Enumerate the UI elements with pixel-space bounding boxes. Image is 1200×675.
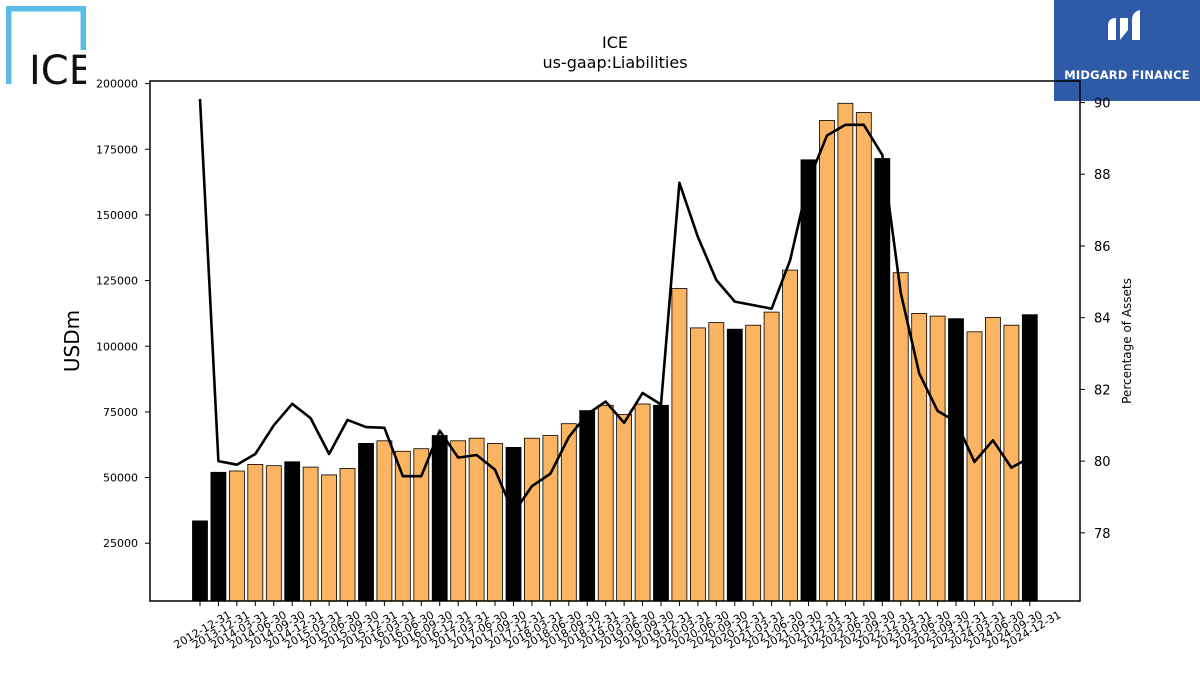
bar-2016-03-31 [376,440,393,602]
bar-2022-12-31 [874,158,891,602]
bar-2022-09-30 [855,112,872,602]
y2-tick-label: 80 [1094,455,1111,470]
chart-title: ICE [602,33,628,52]
x-axis-ticks: 2012-12-312013-12-312014-03-312014-06-30… [172,601,1063,652]
y-tick-label: 100000 [96,340,138,353]
left-axis-ticks: 25000 50000 75000 100000 125000 150000 175000 2… [96,78,150,550]
bar-2016-12-31 [431,435,448,602]
bar-2023-12-31 [948,318,964,602]
y2-axis-label: Percentage of Assets [1120,278,1134,404]
y2-tick-label: 78 [1094,527,1111,542]
right-axis-ticks: 78 80 82 84 86 88 90 [1080,97,1111,542]
bar-2014-03-31 [228,470,245,602]
bar-2015-09-30 [339,467,356,602]
y-tick-label: 150000 [96,209,138,222]
y-tick-label: 25000 [103,537,138,550]
percentage-line [198,98,1031,515]
bar-2018-12-31 [579,410,596,602]
midgard-finance-logo: MIDGARD FINANCE [1054,0,1200,101]
y-tick-label: 50000 [103,472,138,485]
bar-2018-06-30 [542,435,559,602]
midgard-finance-logo-text: MIDGARD FINANCE [1064,68,1190,82]
bar-2023-03-31 [892,272,909,602]
y2-tick-label: 88 [1094,168,1111,183]
bar-2021-06-30 [763,311,780,602]
bar-2020-06-30 [690,327,706,602]
bar-2024-09-30 [1003,324,1020,602]
bar-2013-12-31 [210,471,227,602]
bar-2012-12-31 [192,520,208,602]
y2-tick-label: 82 [1094,383,1111,398]
y-tick-label: 175000 [96,143,138,156]
bar-series [192,102,1038,602]
y-axis-label: USDm [60,310,84,372]
bar-2019-03-31 [597,404,614,602]
plot-frame [149,80,1081,602]
bar-2019-09-30 [634,403,651,602]
bar-2024-03-31 [966,331,983,602]
bar-2014-09-30 [265,465,282,602]
bar-2021-03-31 [745,324,762,602]
bar-2018-03-31 [524,437,540,602]
bar-2014-06-30 [247,463,264,602]
bar-2019-06-30 [616,414,632,602]
bar-2017-12-31 [505,446,522,602]
bar-2015-03-31 [302,466,319,602]
bar-2017-03-31 [450,440,467,602]
bar-2015-12-31 [358,442,374,602]
y-tick-label: 125000 [96,275,138,288]
bar-2023-06-30 [911,312,928,602]
bar-2020-12-31 [726,328,743,602]
bar-2023-09-30 [929,315,946,602]
bar-2021-09-30 [782,269,798,602]
bar-2016-09-30 [413,448,430,602]
bar-2015-06-30 [321,474,338,602]
bar-2021-12-31 [800,159,817,602]
bar-2017-06-30 [468,437,485,602]
bar-2020-09-30 [708,322,725,602]
chart-subtitle: us-gaap:Liabilities [542,53,687,72]
bar-2014-12-31 [284,461,301,602]
bar-2019-12-31 [653,404,669,602]
y-tick-label: 75000 [103,406,138,419]
y2-tick-label: 84 [1094,312,1111,327]
bar-2022-03-31 [819,120,835,602]
bar-2022-06-30 [837,102,854,602]
bar-2020-03-31 [671,288,688,602]
bar-2024-06-30 [985,316,1001,602]
y2-tick-label: 86 [1094,240,1111,255]
y-tick-label: 200000 [96,78,138,91]
y2-tick-label: 90 [1094,97,1111,112]
